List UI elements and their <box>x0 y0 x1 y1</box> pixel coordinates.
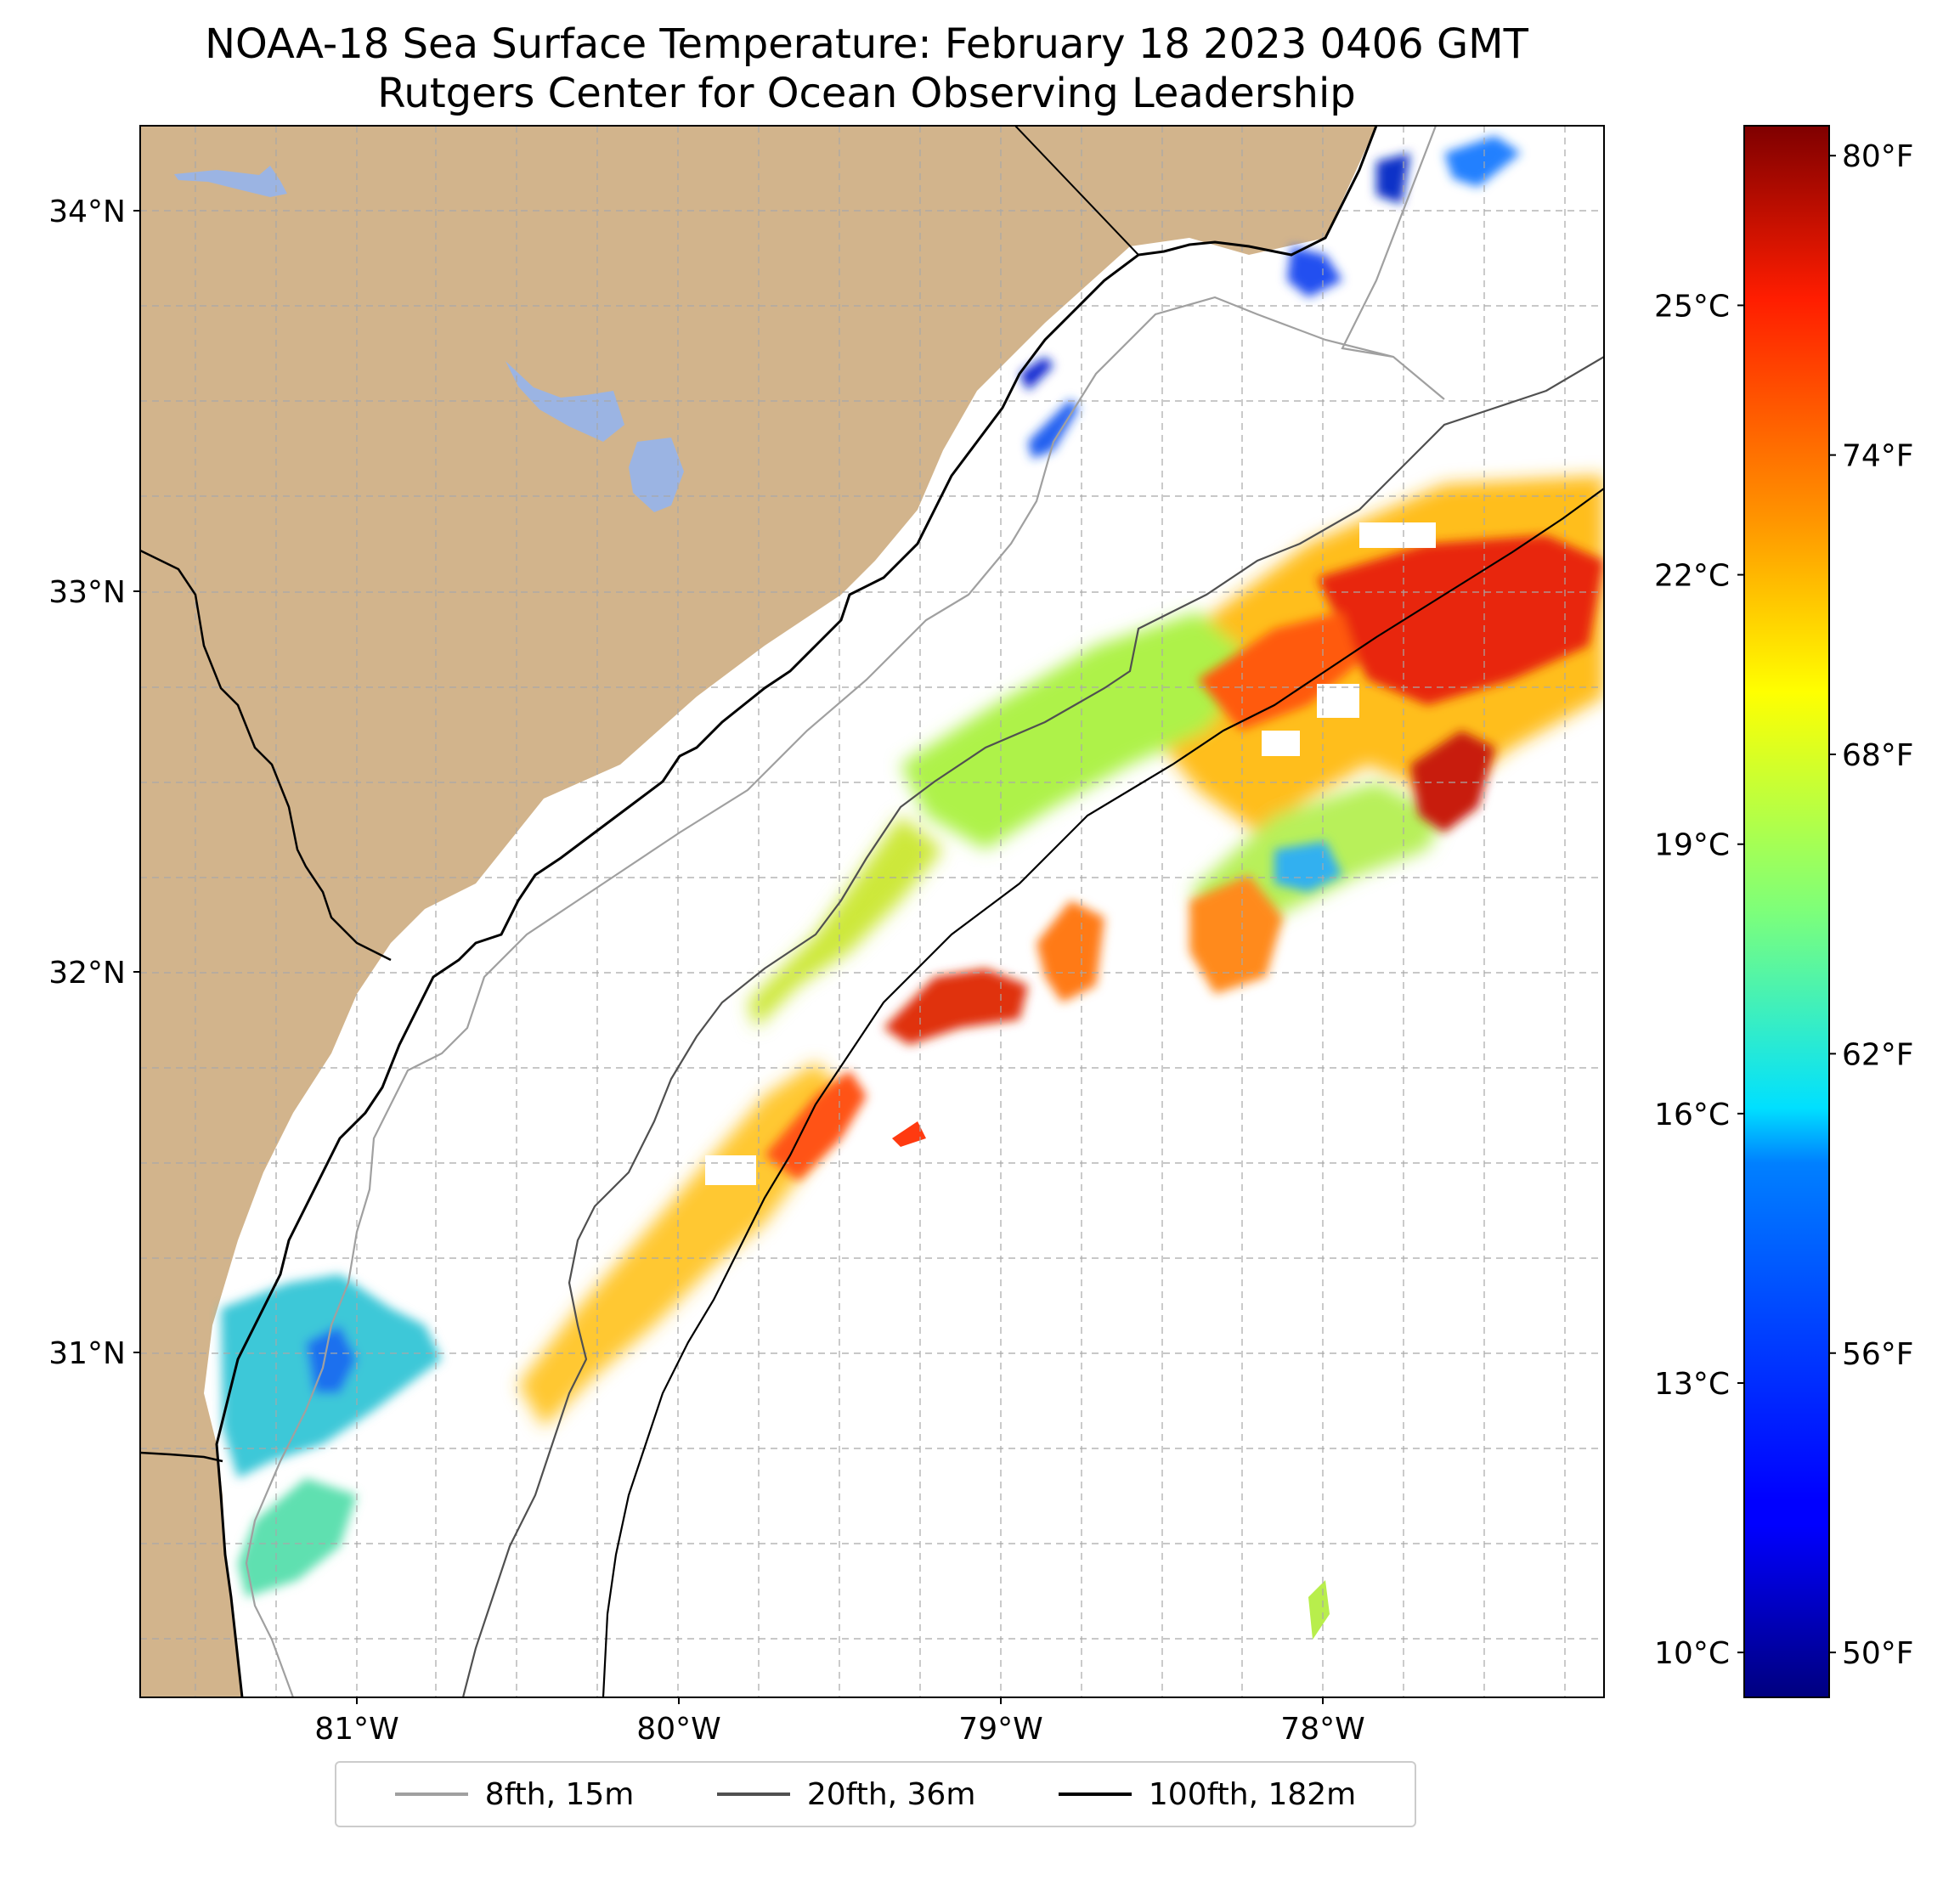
sst-patch-filament-lower <box>765 1070 867 1181</box>
state-border-sc-ga <box>140 549 392 962</box>
sst-patch-central <box>901 612 1257 850</box>
legend-label-8fth: 8fth, 15m <box>484 1776 635 1812</box>
sst-patch-long-bay <box>1028 399 1079 459</box>
celsius-tick-label: 19°C <box>1654 828 1730 863</box>
celsius-tick-label: 10°C <box>1654 1636 1730 1671</box>
sst-patch-upper-band <box>748 816 943 1028</box>
map-area <box>140 126 1604 1697</box>
isobath-20fth <box>461 356 1604 1697</box>
sst-patch-filament-east <box>1036 900 1104 1002</box>
sst-gap-4 <box>705 1155 756 1185</box>
coastline <box>215 126 1378 1697</box>
colorbar-ticks: 10°C 13°C 16°C 19°C 22°C 25°C 50°F 56°F 62°F 68°F… <box>1654 139 1913 1671</box>
celsius-tick-label: 25°C <box>1654 289 1730 324</box>
fahrenheit-tick-label: 80°F <box>1842 139 1914 174</box>
legend-label-20fth: 20fth, 36m <box>806 1776 976 1812</box>
chart-title-line2: Rutgers Center for Ocean Observing Leade… <box>377 70 1356 117</box>
sst-patch-eddy-north <box>1198 612 1359 731</box>
sst-patch-georgia-south <box>238 1478 357 1597</box>
sst-patch-filament-upper <box>884 968 1028 1045</box>
lon-tick-label: 79°W <box>958 1712 1042 1747</box>
sst-gap-2 <box>1262 731 1300 756</box>
lakes <box>174 166 684 512</box>
sst-patch-northeast-cold <box>1444 136 1521 187</box>
legend-swatch-20fth <box>716 1792 790 1796</box>
fahrenheit-tick-label: 56°F <box>1842 1337 1914 1372</box>
sst-patch-long-bay-cold <box>1020 357 1053 391</box>
legend-entry-8fth: 8fth, 15m <box>394 1776 635 1812</box>
lat-tick-label: 33°N <box>48 575 126 610</box>
sst-patch-eddy-offshore <box>1189 875 1283 994</box>
lon-tick-label: 80°W <box>636 1712 720 1747</box>
sst-gap-1 <box>1317 684 1359 718</box>
sst-patch-east-blue <box>1274 841 1342 892</box>
legend-swatch-100fth <box>1058 1792 1132 1796</box>
sst-patch-small-1 <box>1308 1580 1330 1640</box>
sst-patch-small-2 <box>892 1121 926 1147</box>
celsius-tick-label: 13°C <box>1654 1367 1730 1402</box>
celsius-tick-label: 16°C <box>1654 1098 1730 1132</box>
lake-moultrie-east <box>629 438 684 512</box>
fahrenheit-tick-label: 62°F <box>1842 1037 1914 1072</box>
lon-tick-label: 78°W <box>1280 1712 1364 1747</box>
lake-marion <box>174 166 287 197</box>
legend-swatch-8fth <box>394 1792 468 1796</box>
sst-patch-cape-fear-north <box>1376 153 1410 204</box>
fahrenheit-tick-label: 74°F <box>1842 439 1914 474</box>
map-axis-ticks: 34°N 33°N 32°N 31°N 81°W 80°W 79°W 78°W <box>48 195 1364 1747</box>
isobath-8fth <box>245 126 1445 1697</box>
sst-patch-cape-fear <box>1287 246 1342 297</box>
sst-patch-core-ne <box>1317 535 1604 705</box>
isobath-legend: 8fth, 15m 20fth, 36m 100fth, 182m <box>335 1761 1416 1827</box>
legend-entry-100fth: 100fth, 182m <box>1058 1776 1357 1812</box>
sst-patch-eddy-south <box>1410 731 1495 833</box>
land <box>140 126 1376 1697</box>
sst-gap-3 <box>1359 522 1436 548</box>
fahrenheit-tick-label: 68°F <box>1842 738 1914 773</box>
chart-title-line1: NOAA-18 Sea Surface Temperature: Februar… <box>205 20 1528 68</box>
lat-tick-label: 31°N <box>48 1336 126 1371</box>
lake-moultrie <box>506 361 624 442</box>
lat-tick-label: 34°N <box>48 195 126 229</box>
legend-entry-20fth: 20fth, 36m <box>716 1776 976 1812</box>
fahrenheit-tick-label: 50°F <box>1842 1636 1914 1671</box>
map-frame <box>139 125 1605 1698</box>
state-border-sc-nc <box>1014 126 1139 256</box>
gridlines <box>140 126 1604 1697</box>
sst-hot-core <box>765 535 1604 1181</box>
lat-tick-label: 32°N <box>48 956 126 991</box>
colorbar-gradient <box>1743 125 1830 1698</box>
legend-label-100fth: 100fth, 182m <box>1148 1776 1357 1812</box>
state-border-ga-fl <box>140 1451 223 1463</box>
lon-tick-label: 81°W <box>314 1712 398 1747</box>
isobath-100fth <box>602 488 1604 1697</box>
celsius-tick-label: 22°C <box>1654 559 1730 594</box>
